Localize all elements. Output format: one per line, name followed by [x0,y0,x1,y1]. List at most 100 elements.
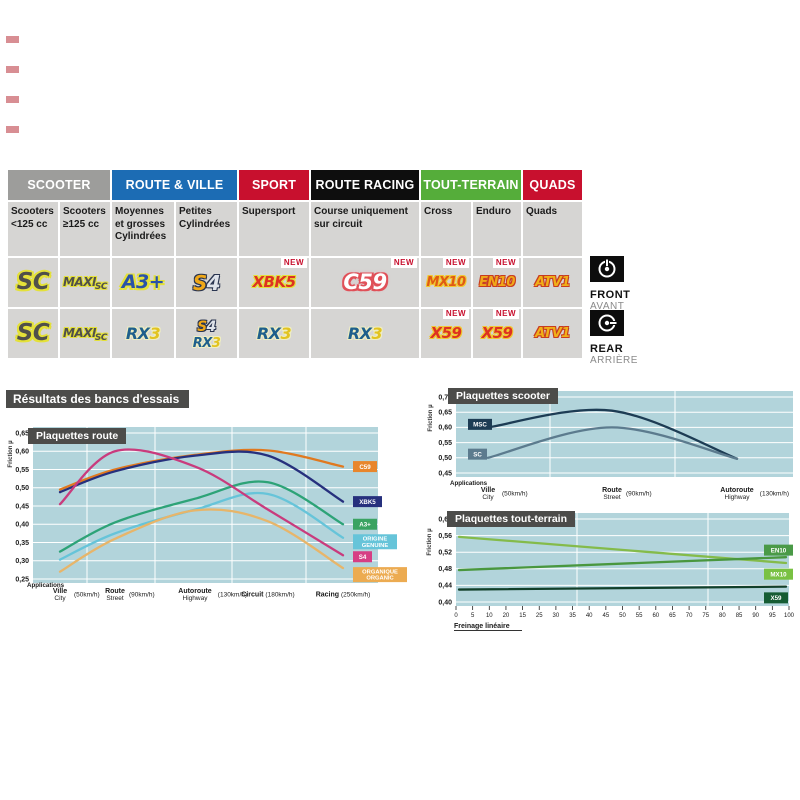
svg-text:ORGANIC: ORGANIC [366,576,394,582]
cell-front: MAXISC [60,258,110,307]
logo-rx3: RX3 [347,323,383,343]
terrain-chart-title: Plaquettes tout-terrain [447,511,576,527]
terrain-ytick: 0,56 [438,533,452,540]
route-ytick: 0,30 [15,558,29,565]
route-ytick: 0,25 [15,576,29,583]
route-ytick: 0,55 [15,467,29,474]
terrain-xtick: 95 [769,613,776,619]
subheader: Cross [421,202,471,256]
cell-front: ATV1 [523,258,582,307]
terrain-ytick: 0,48 [438,566,452,573]
route-cat: Route [105,588,125,595]
logo-s4: S4 [197,318,216,335]
scooter-line-SC [486,426,739,460]
group-header-scooter: SCOOTER [8,170,110,200]
scooter-plot-area [456,391,793,477]
subheader: Course uniquement sur circuit [311,202,419,256]
scooter-ytick: 0,65 [438,410,452,417]
route-ytick: 0,65 [15,430,29,437]
cell-front: NEW EN10 [473,257,521,307]
scooter-ytick: 0,50 [438,455,452,462]
new-badge: NEW [492,308,519,319]
scooter-ylabel: Friction µ [428,404,434,432]
terrain-ytick: 0,44 [438,583,452,590]
svg-text:XBK5: XBK5 [359,499,376,506]
scooter-ytick: 0,60 [438,425,452,432]
new-badge: NEW [442,257,469,268]
cell-front: A3+ [112,258,174,307]
terrain-line-X59 [457,585,788,591]
cell-rear: ATV1 [523,309,582,358]
group-header-tout-terrain: TOUT-TERRAIN [421,170,521,200]
terrain-xtick: 85 [736,613,743,619]
subheader: Moyennes et grosses Cylindrées [112,202,174,256]
svg-text:A3+: A3+ [359,522,371,529]
new-badge: NEW [442,308,469,319]
route-line-A3+ [58,480,345,553]
scooter-ytick: 0,45 [438,470,452,477]
svg-text:(130km/h): (130km/h) [218,592,247,599]
cell-front: S4 [176,258,237,307]
rear-sublabel: ARRIÈRE [590,355,638,366]
red-dash [6,126,19,133]
route-cat: Racing (250km/h) [316,592,371,599]
svg-text:City: City [482,494,494,501]
logo-maxi-sc: MAXISC [62,326,108,343]
logo-rx3: RX3 [192,335,221,351]
svg-text:City: City [54,595,66,602]
terrain-xtick: 20 [503,613,510,619]
terrain-xtick: 15 [519,613,526,619]
terrain-xtick: 80 [719,613,726,619]
terrain-xtick: 70 [686,613,693,619]
route-ytick: 0,45 [15,503,29,510]
scooter-ytick: 0,70 [438,394,452,401]
terrain-xtick: 40 [586,613,593,619]
red-dash [6,66,19,73]
terrain-badge-EN10 [764,544,793,556]
terrain-ytick: 0,60 [438,516,452,523]
route-plot-area [33,427,378,583]
logo-rx3: RX3 [125,323,161,343]
scooter-chart: 0,70 0,65 0,60 0,55 0,50 0,45 Friction µ MSC SC A… [428,391,793,501]
route-xlabel: Applications [27,582,65,589]
new-badge: NEW [280,257,307,268]
cell-front: NEW XBK5 [239,257,309,307]
route-badge-A3+ [353,518,377,530]
cell-rear: RX3 [112,309,174,358]
subheader: Scooters ≥125 cc [60,202,110,256]
cell-front: SC [8,258,58,307]
route-line-ORGANIQUE [58,508,345,573]
cell-front: NEW C59 [311,257,419,307]
cell-rear: NEW X59 [473,308,521,358]
rear-axle-legend: REAR ARRIÈRE [590,310,654,366]
scooter-ytick: 0,55 [438,440,452,447]
front-sublabel: AVANT [590,301,625,312]
cell-rear: NEW X59 [421,308,471,358]
new-badge: NEW [492,257,519,268]
svg-text:(130km/h): (130km/h) [760,491,789,498]
terrain-xtick: 75 [702,613,709,619]
logo-sc: SC [16,269,50,295]
rear-label: REAR [590,343,624,355]
scooter-xlabel: Applications [450,480,488,487]
terrain-xtick: 90 [752,613,759,619]
logo-en10: EN10 [479,275,515,290]
cell-rear: MAXISC [60,309,110,358]
logo-mx10: MX10 [426,275,466,290]
svg-text:(50km/h): (50km/h) [74,592,100,599]
scooter-cat: Route [602,487,622,494]
svg-text:Highway: Highway [183,595,209,602]
scooter-badge-MSC [468,418,492,430]
logo-x59: X59 [430,324,462,342]
rear-brake-icon [590,310,624,336]
terrain-xtick: 65 [669,613,676,619]
group-header-sport: SPORT [239,170,309,200]
terrain-ytick: 0,52 [438,550,452,557]
scooter-line-MSC [486,408,739,460]
svg-text:C59: C59 [359,464,371,471]
group-header-quads: QUADS [523,170,582,200]
route-ytick: 0,50 [15,485,29,492]
new-badge: NEW [390,257,417,268]
svg-text:EN10: EN10 [771,547,787,554]
